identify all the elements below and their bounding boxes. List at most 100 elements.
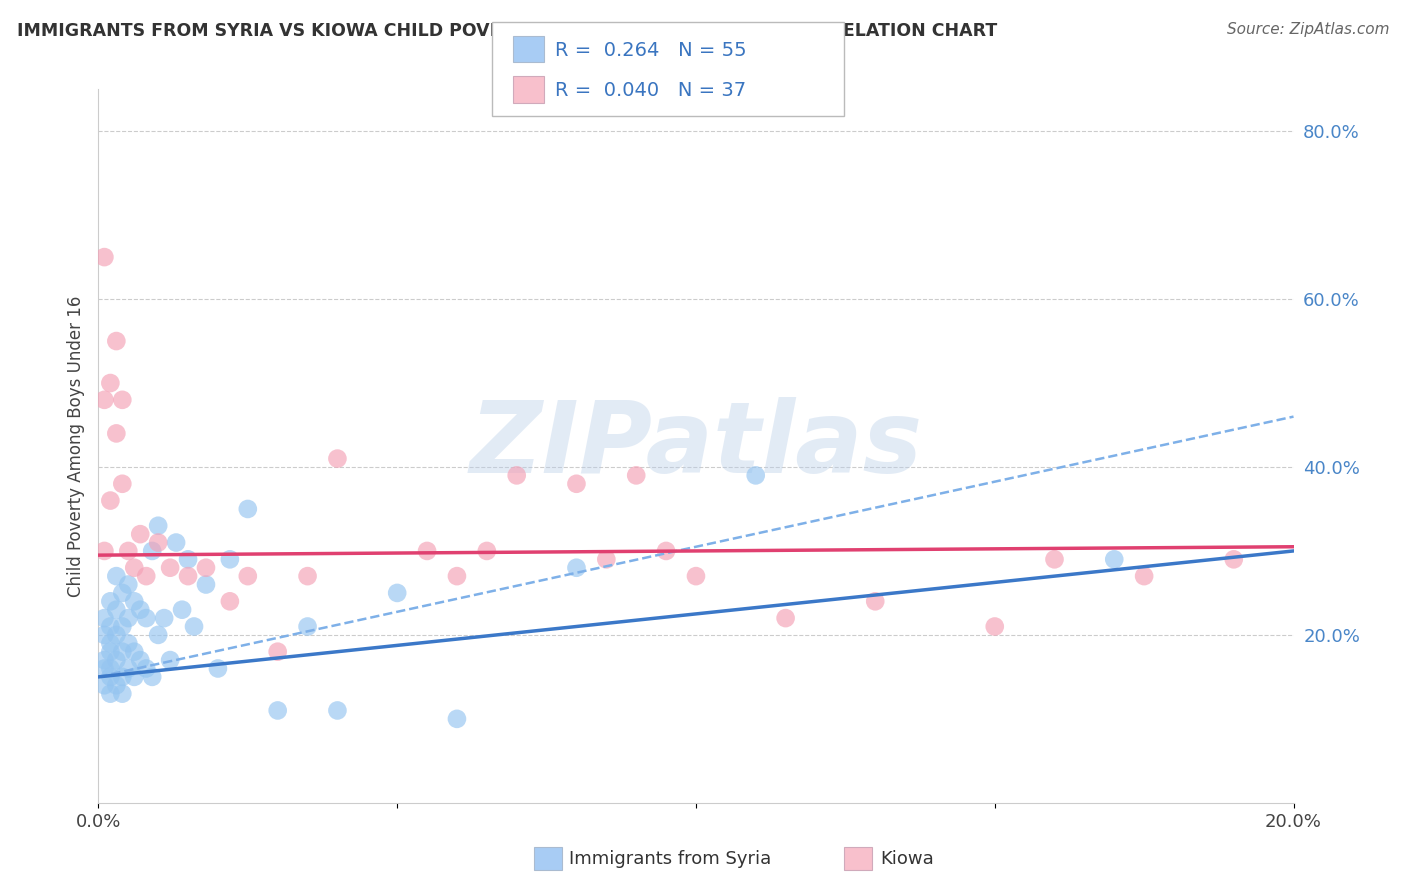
Point [135,569,157,583]
Point [111,670,134,684]
Point [159,653,181,667]
Point [98,636,122,650]
Point [117,661,139,675]
Point [1043,552,1066,566]
Point [141,544,163,558]
Point [177,569,200,583]
Point [297,619,319,633]
Point [93,392,115,407]
Point [93,661,115,675]
Text: R =  0.040   N = 37: R = 0.040 N = 37 [555,81,747,100]
Point [135,611,157,625]
Point [446,569,468,583]
Point [207,661,229,675]
Point [98,493,122,508]
Point [124,645,146,659]
Point [124,560,146,574]
Point [111,619,134,633]
Y-axis label: Child Poverty Among Boys Under 16: Child Poverty Among Boys Under 16 [66,295,84,597]
Point [655,544,678,558]
Point [595,552,617,566]
Point [984,619,1007,633]
Point [565,560,588,574]
Point [93,628,115,642]
Point [129,527,152,541]
Point [165,535,187,549]
Point [183,619,205,633]
Point [159,560,181,574]
Point [326,703,349,717]
Point [117,636,139,650]
Point [135,661,157,675]
Point [745,468,768,483]
Point [148,628,170,642]
Point [98,619,122,633]
Point [124,670,146,684]
Point [129,603,152,617]
Point [1104,552,1126,566]
Point [117,544,139,558]
Point [385,586,409,600]
Point [416,544,439,558]
Point [865,594,887,608]
Point [219,552,242,566]
Point [195,577,218,591]
Point [93,611,115,625]
Point [93,250,115,264]
Text: Kiowa: Kiowa [880,850,934,868]
Point [98,376,122,390]
Point [219,594,242,608]
Point [141,670,163,684]
Text: IMMIGRANTS FROM SYRIA VS KIOWA CHILD POVERTY AMONG BOYS UNDER 16 CORRELATION CHA: IMMIGRANTS FROM SYRIA VS KIOWA CHILD POV… [17,22,997,40]
Point [326,451,349,466]
Point [297,569,319,583]
Point [236,569,259,583]
Point [117,611,139,625]
Point [1223,552,1246,566]
Text: Immigrants from Syria: Immigrants from Syria [569,850,772,868]
Point [111,476,134,491]
Point [153,611,176,625]
Point [177,552,200,566]
Point [117,577,139,591]
Point [148,518,170,533]
Point [236,502,259,516]
Point [565,476,588,491]
Point [98,661,122,675]
Point [195,560,218,574]
Point [93,678,115,692]
Text: R =  0.264   N = 55: R = 0.264 N = 55 [555,41,747,60]
Point [105,426,128,441]
Point [93,544,115,558]
Point [148,535,170,549]
Point [267,645,290,659]
Point [685,569,707,583]
Point [98,645,122,659]
Point [475,544,498,558]
Point [93,653,115,667]
Point [105,334,128,348]
Point [105,603,128,617]
Point [267,703,290,717]
Point [111,392,134,407]
Point [105,653,128,667]
Point [129,653,152,667]
Point [111,586,134,600]
Point [1133,569,1156,583]
Point [105,628,128,642]
Point [98,670,122,684]
Point [105,678,128,692]
Point [626,468,648,483]
Point [172,603,194,617]
Point [98,594,122,608]
Point [98,687,122,701]
Point [111,645,134,659]
Text: Source: ZipAtlas.com: Source: ZipAtlas.com [1226,22,1389,37]
Point [111,687,134,701]
Point [506,468,529,483]
Point [105,569,128,583]
Point [446,712,468,726]
Point [124,594,146,608]
Point [775,611,797,625]
Text: ZIPatlas: ZIPatlas [470,398,922,494]
